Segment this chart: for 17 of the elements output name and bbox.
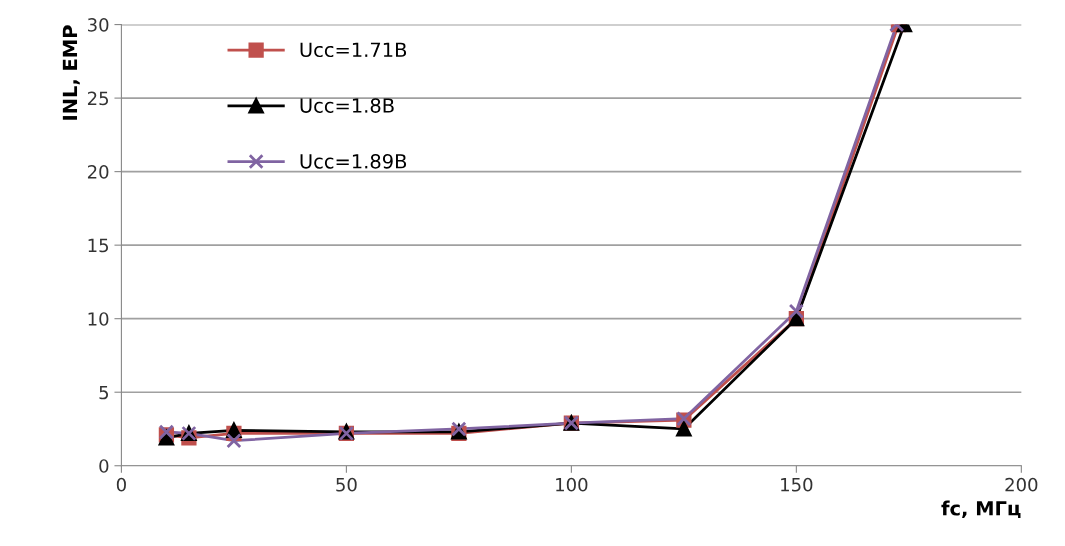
y-axis-title: INL, ЕМР: [62, 25, 80, 120]
y-tick-label: 5: [99, 385, 109, 400]
y-tick-label: 0: [99, 459, 109, 473]
legend-label: Ucc=1.71В: [300, 42, 407, 58]
legend-label: Ucc=1.89В: [300, 153, 407, 169]
x-tick-label: 200: [1005, 477, 1038, 492]
y-tick-label: 30: [88, 18, 109, 32]
y-tick-label: 20: [87, 165, 109, 179]
y-tick-label: 25: [87, 91, 109, 106]
x-tick-label: 150: [781, 477, 813, 492]
y-tick-label: 10: [88, 312, 109, 326]
x-tick-label: 100: [556, 477, 588, 492]
x-tick-label: 50: [336, 477, 357, 492]
legend-label: Ucc=1.8В: [300, 98, 394, 113]
x-axis-title: fc, МГц: [941, 500, 1021, 519]
y-tick-label: 15: [88, 238, 109, 253]
x-tick-label: 0: [116, 477, 126, 492]
